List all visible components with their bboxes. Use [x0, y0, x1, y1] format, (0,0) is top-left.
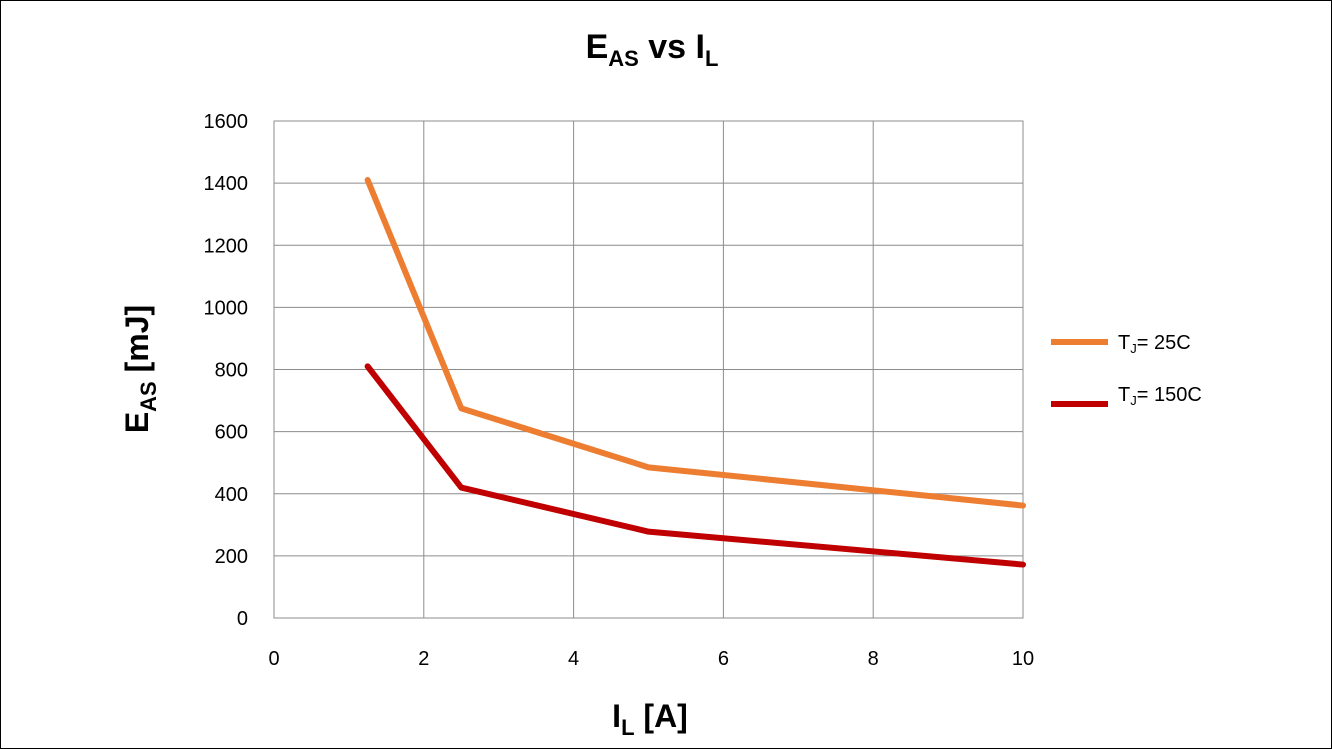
x-tick-label: 6: [718, 648, 729, 670]
y-tick-label: 400: [215, 484, 248, 506]
chart-title: EAS vs IL: [586, 28, 719, 71]
y-tick-label: 1200: [204, 235, 249, 257]
legend-label-150c: TJ= 150C: [1118, 384, 1202, 408]
y-tick-label: 1400: [204, 173, 249, 195]
y-tick-label: 200: [215, 546, 248, 568]
x-tick-label: 2: [418, 648, 429, 670]
y-tick-label: 1000: [204, 297, 249, 319]
y-tick-label: 0: [237, 608, 248, 630]
x-axis-label: IL [A]: [612, 698, 688, 740]
y-axis-label: EAS [mJ]: [119, 305, 161, 433]
y-tick-label: 800: [215, 360, 248, 382]
y-tick-label: 600: [215, 422, 248, 444]
y-tick-labels: 0 200 400 600 800 1000 1200 1400 1600: [204, 111, 249, 630]
plot-area-border: [273, 120, 1024, 619]
x-tick-labels: 0 2 4 6 8 10: [268, 648, 1034, 670]
x-tick-label: 4: [568, 648, 579, 670]
y-tick-label: 1600: [204, 111, 249, 133]
x-tick-label: 0: [268, 648, 279, 670]
series-line-1: [364, 363, 1026, 568]
legend-label-25c: TJ= 25C: [1118, 332, 1191, 356]
series-lines: [364, 177, 1026, 568]
legend: TJ= 25C TJ= 150C: [1051, 332, 1202, 408]
series-line-0: [364, 177, 1026, 509]
x-tick-label: 10: [1012, 648, 1034, 670]
x-tick-label: 8: [868, 648, 879, 670]
grid-lines: [273, 120, 1024, 619]
